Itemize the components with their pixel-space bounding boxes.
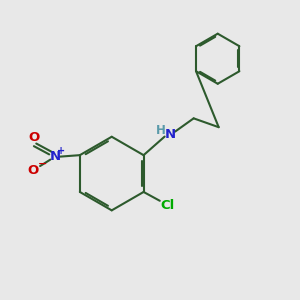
Text: −: − (38, 159, 47, 169)
Text: N: N (164, 128, 176, 141)
Text: N: N (49, 150, 60, 163)
Text: H: H (155, 124, 165, 136)
Text: O: O (28, 131, 40, 144)
Text: +: + (57, 146, 65, 156)
Text: Cl: Cl (160, 199, 174, 212)
Text: O: O (27, 164, 38, 177)
